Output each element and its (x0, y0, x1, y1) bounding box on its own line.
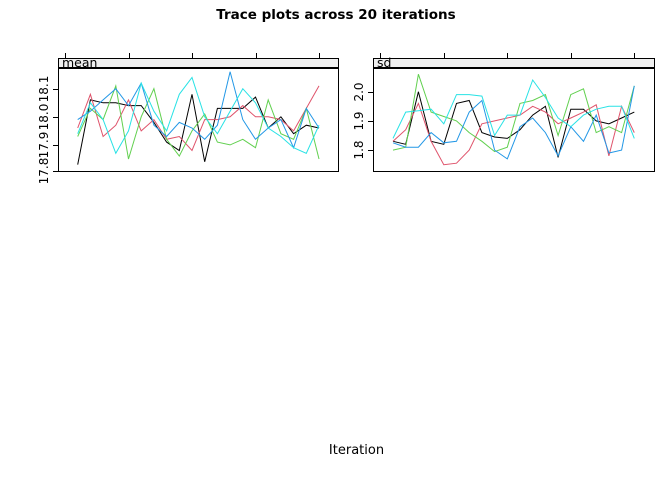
chart-title: Trace plots across 20 iterations (216, 7, 456, 23)
x-tick-mean (128, 53, 130, 58)
y-tick-sd (368, 120, 373, 122)
x-tick-sd (570, 53, 572, 58)
y-tick-mean (53, 116, 58, 118)
panel-plot-sd (373, 68, 655, 172)
strip-label-mean: mean (62, 55, 98, 70)
y-tick-sd (368, 150, 373, 152)
y-tick-label-sd: 1.8 (352, 140, 366, 160)
trace-line-sd-chain-2 (392, 102, 635, 166)
x-tick-sd (380, 53, 382, 58)
trace-line-sd-chain-4 (392, 85, 635, 160)
x-tick-mean (192, 53, 193, 58)
y-tick-label-mean: 18.1 (37, 75, 51, 103)
x-tick-sd (634, 53, 636, 58)
panel-strip-mean: mean (58, 55, 339, 70)
y-tick-label-mean: 18.0 (37, 103, 51, 131)
x-tick-sd (443, 53, 445, 58)
x-tick-mean (65, 53, 66, 58)
y-tick-label-sd: 2.0 (352, 82, 366, 102)
trace-line-mean-chain-2 (77, 85, 320, 152)
trace-line-mean-chain-5 (77, 76, 320, 155)
trace-line-sd-chain-3 (392, 74, 635, 153)
trace-line-mean-chain-4 (77, 71, 320, 150)
trace-line-mean-chain-3 (77, 84, 320, 160)
trace-lines-mean (77, 71, 320, 165)
panel-strip-sd: sd (373, 55, 655, 70)
panel-plot-mean (58, 68, 339, 172)
y-tick-label-mean: 17.8 (37, 157, 51, 185)
x-axis-label: Iteration (328, 443, 385, 458)
y-tick-mean (53, 144, 58, 146)
y-tick-mean (53, 88, 58, 90)
y-tick-label-sd: 1.9 (352, 111, 366, 131)
y-tick-mean (53, 171, 58, 172)
x-tick-mean (255, 53, 257, 58)
x-tick-sd (507, 53, 509, 58)
x-tick-mean (319, 53, 320, 58)
y-tick-label-mean: 17.9 (37, 131, 51, 159)
trace-line-sd-chain-5 (392, 78, 635, 139)
strip-label-sd: sd (377, 55, 392, 70)
y-tick-sd (368, 91, 373, 93)
trace-line-mean-chain-1 (77, 94, 320, 165)
trace-lines-sd (392, 74, 635, 166)
